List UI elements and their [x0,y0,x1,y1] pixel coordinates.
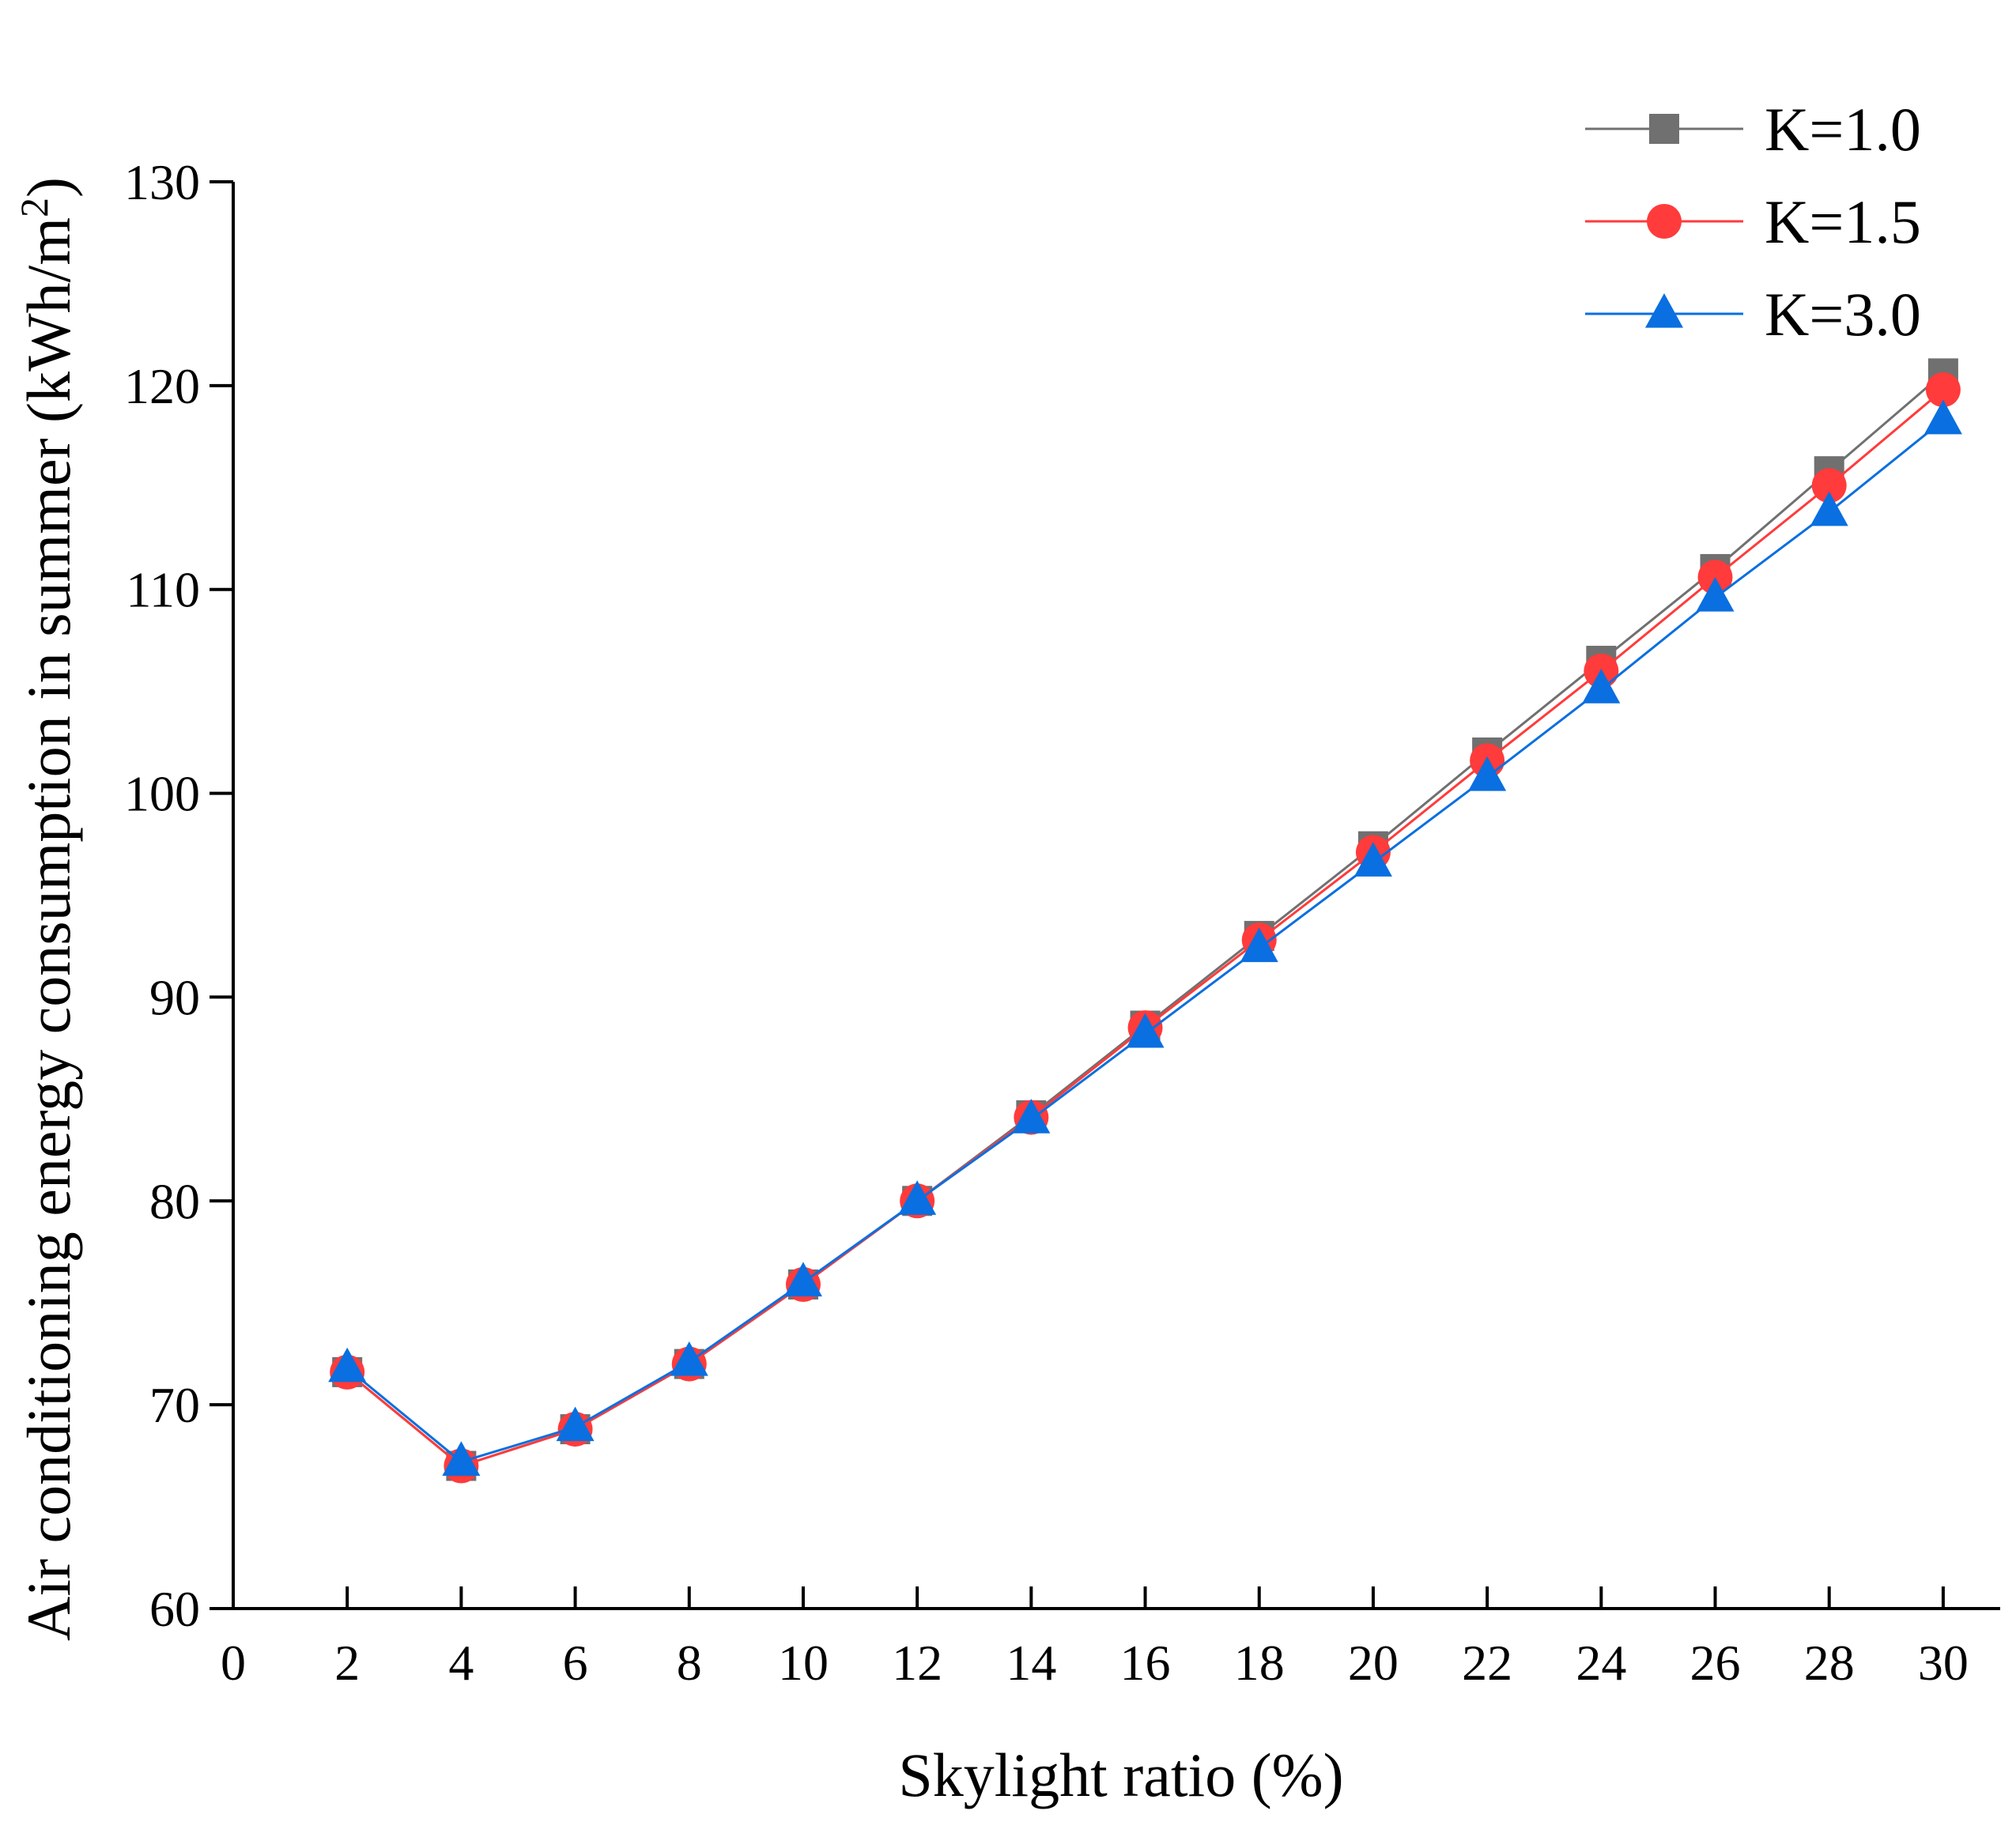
x-tick-label: 14 [1006,1635,1056,1691]
data-point [1012,1099,1051,1134]
legend-label: K=3.0 [1765,280,1921,349]
series-K=1.0 [332,358,1958,1481]
y-axis-title-close: ) [14,177,83,198]
legend-label: K=1.5 [1765,187,1921,256]
x-tick-label: 2 [334,1635,360,1691]
legend-entry: K=1.5 [1585,187,1921,256]
data-point [1925,372,1961,408]
legend-marker [1647,204,1682,239]
data-point [1240,927,1278,963]
data-point [670,1341,708,1376]
x-tick-label: 20 [1348,1635,1399,1691]
legend-entry: K=1.0 [1585,95,1921,164]
legend-marker [1645,292,1683,328]
y-tick-label: 100 [124,766,200,822]
x-tick-label: 4 [448,1635,474,1691]
y-tick-label: 60 [149,1581,200,1637]
series-line [346,388,1944,1468]
y-tick-label: 90 [149,969,200,1025]
y-axis-title-superscript: 2 [12,198,56,217]
series-K=1.5 [330,372,1961,1484]
data-point [1696,576,1735,612]
y-tick-label: 120 [124,358,200,414]
series-layer [328,358,1962,1484]
y-axis-title-main: Air conditioning energy consumption in s… [14,217,83,1641]
data-point [1126,1013,1165,1048]
data-point [898,1180,937,1215]
x-tick-label: 12 [892,1635,942,1691]
legend-marker [1649,114,1679,144]
y-tick-label: 130 [124,154,200,210]
y-axis-title: Air conditioning energy consumption in s… [12,177,83,1641]
x-tick-label: 24 [1576,1635,1626,1691]
y-tick-label: 80 [149,1173,200,1229]
y-tick-label: 70 [149,1377,200,1433]
data-point [442,1441,481,1476]
x-tick-label: 16 [1120,1635,1171,1691]
data-point [556,1406,595,1442]
data-point [1924,399,1962,435]
x-tick-label: 28 [1804,1635,1855,1691]
x-tick-label: 0 [221,1635,246,1691]
x-tick-label: 26 [1690,1635,1741,1691]
data-point [1353,842,1392,877]
data-point [1811,468,1847,504]
series-K=3.0 [328,399,1962,1476]
x-tick-label: 18 [1234,1635,1285,1691]
x-tick-label: 10 [778,1635,829,1691]
series-line [346,372,1944,1468]
x-axis-title: Skylight ratio (%) [898,1741,1343,1809]
data-point [1810,491,1848,526]
x-tick-label: 30 [1918,1635,1969,1691]
data-point [1468,756,1507,791]
legend-label: K=1.0 [1765,95,1921,164]
x-tick-label: 22 [1462,1635,1512,1691]
legend-entry: K=3.0 [1585,280,1921,349]
y-tick-label: 110 [126,562,200,618]
data-point [1582,669,1621,704]
x-tick-label: 6 [563,1635,588,1691]
data-point [783,1262,822,1297]
x-tick-label: 8 [677,1635,702,1691]
data-point [328,1347,367,1383]
legend: K=1.0 K=1.5 K=3.0 [1585,95,1921,349]
